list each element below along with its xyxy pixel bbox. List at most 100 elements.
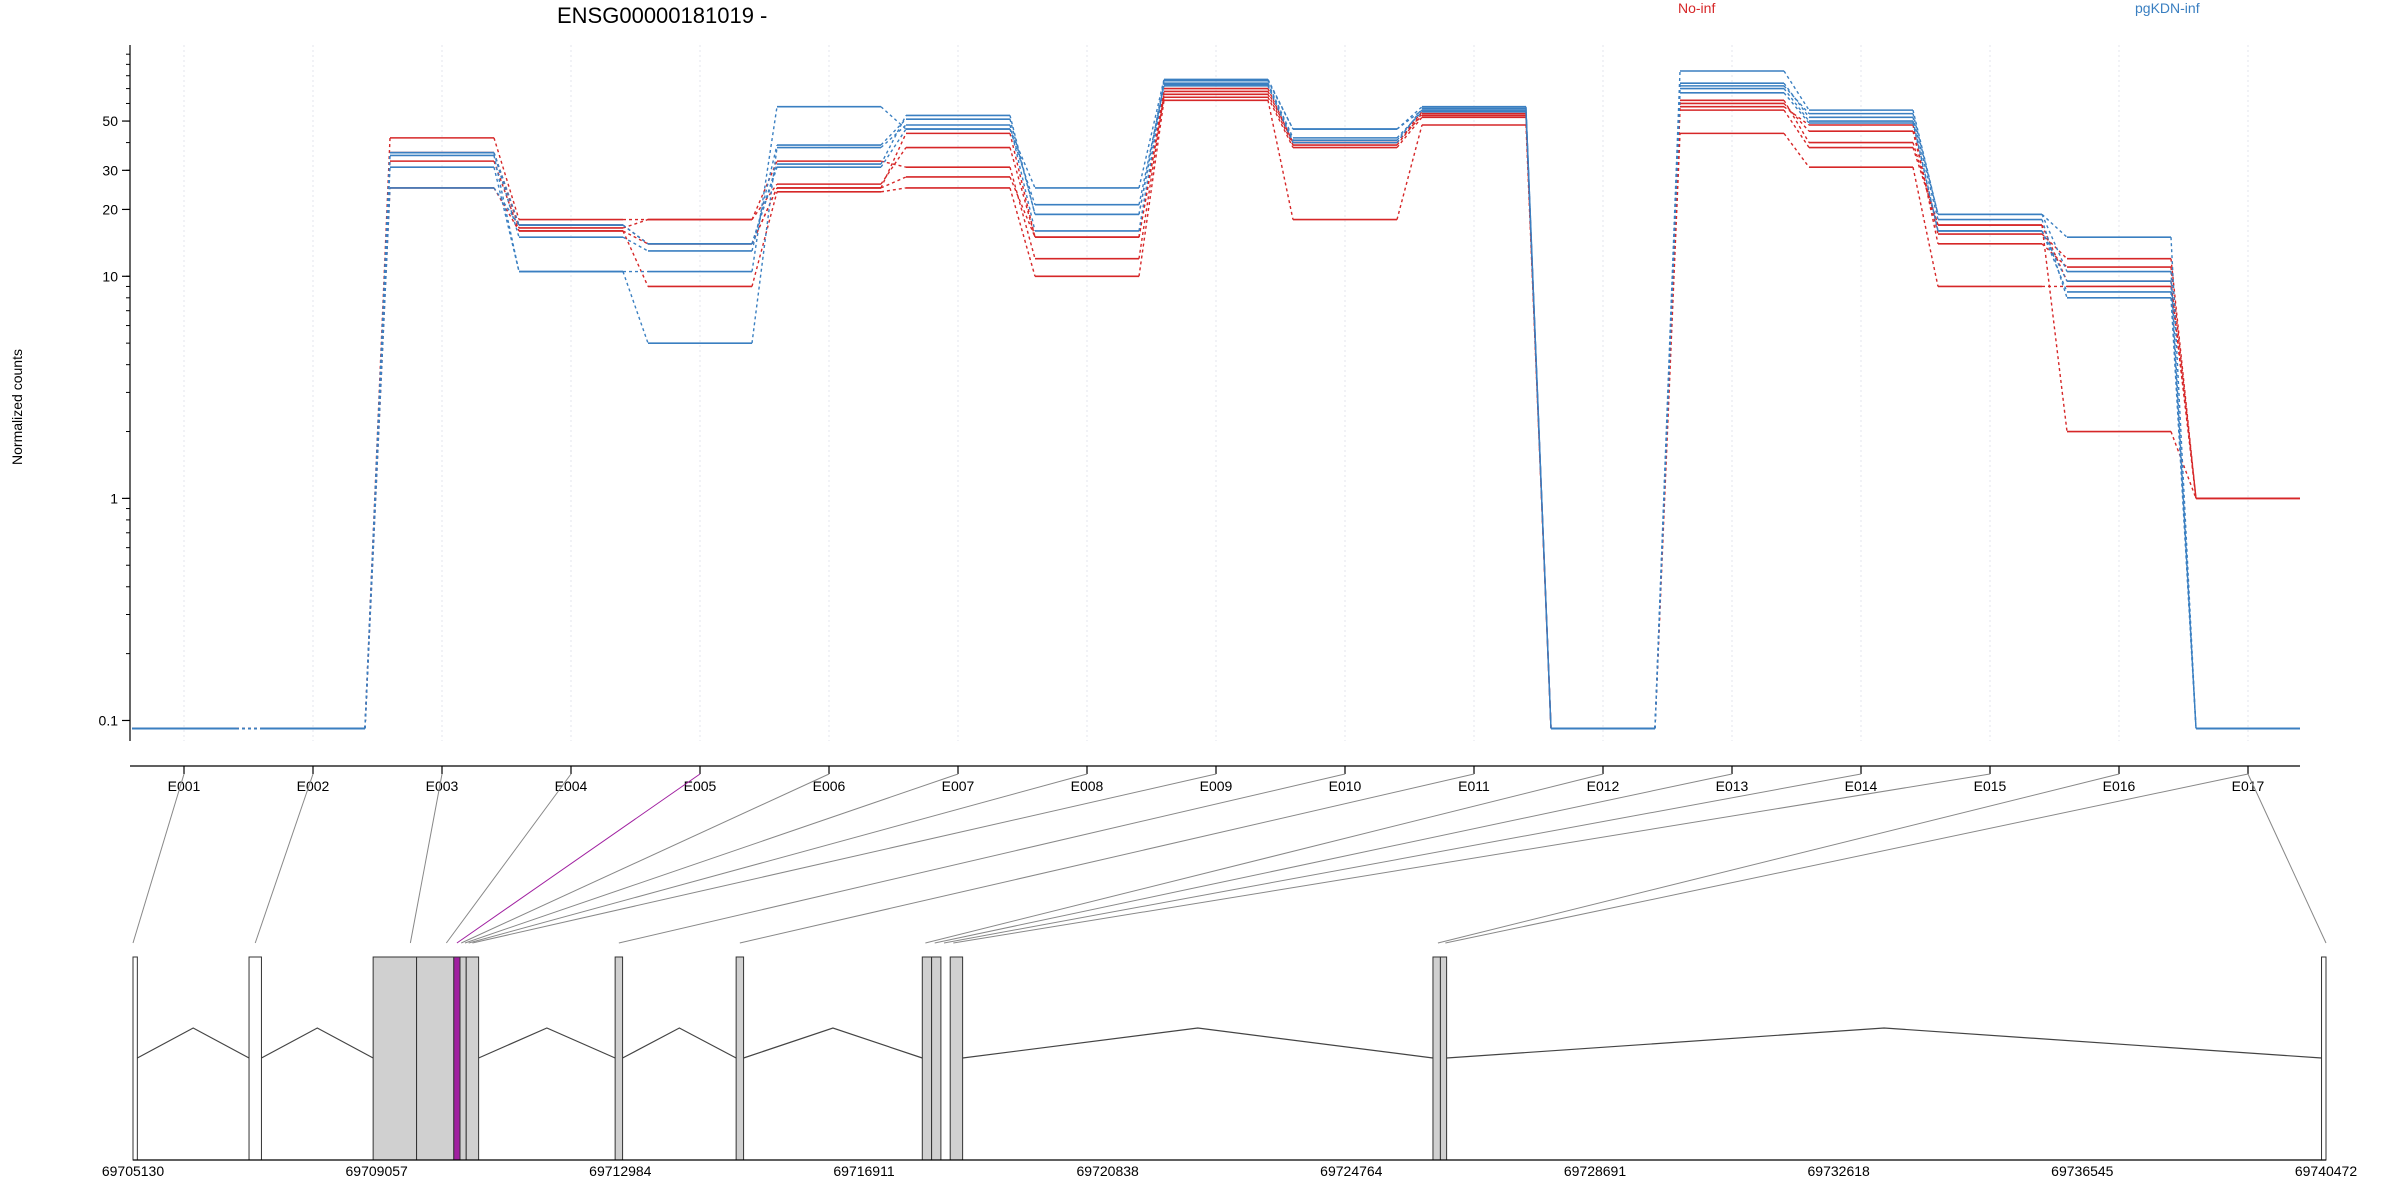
x-tick-label: E008 (1071, 778, 1104, 794)
x-tick-label: E017 (2232, 778, 2265, 794)
genome-coord-label: 69732618 (1808, 1163, 1871, 1179)
x-tick-label: E007 (942, 778, 975, 794)
series-connector (751, 144, 778, 252)
series-connector (622, 230, 649, 245)
series-connector (1783, 132, 1810, 168)
x-tick-label: E005 (684, 778, 717, 794)
genome-coord-label: 69720838 (1077, 1163, 1140, 1179)
exon-link (132, 773, 185, 944)
intron-line (1446, 1027, 2322, 1059)
series-connector (1912, 122, 1939, 232)
series-connector (1267, 84, 1294, 141)
exon-box (1432, 956, 1441, 1161)
y-tick-label: 50 (102, 113, 118, 129)
series-connector (622, 230, 649, 287)
exon-link (943, 773, 1862, 944)
series-connector (1009, 128, 1036, 205)
intron-line (137, 1027, 250, 1059)
series-connector (1138, 84, 1165, 215)
genome-coord-label: 69740472 (2295, 1163, 2358, 1179)
exon-box (416, 956, 455, 1161)
intron-line (962, 1027, 1434, 1059)
series-connector (2041, 219, 2068, 299)
y-tick-label: 30 (102, 162, 118, 178)
series-connector (2170, 281, 2197, 729)
series-connector (880, 106, 907, 130)
legend-pgkdn-inf: pgKDN-inf (2135, 0, 2200, 16)
series-connector (1912, 117, 1939, 220)
intron-line (261, 1027, 374, 1059)
series-connector (1138, 94, 1165, 259)
exon-link (409, 773, 443, 944)
series-connector (2041, 225, 2068, 432)
series-connector (1267, 88, 1294, 143)
series-connector (1396, 114, 1423, 144)
series-connector (880, 133, 907, 189)
series-connector (1138, 100, 1165, 277)
exon-link (456, 773, 701, 944)
series-connector (751, 106, 778, 272)
series-connector (1525, 110, 1552, 729)
series-connector (1138, 85, 1165, 205)
series-connector (2041, 213, 2068, 238)
exon-link (934, 773, 1733, 944)
series-no-inf-0 (132, 87, 2300, 730)
genome-coord-label: 69705130 (102, 1163, 165, 1179)
series-connector (1009, 115, 1036, 215)
series-connector (1009, 124, 1036, 232)
genome-coord-label: 69736545 (2051, 1163, 2114, 1179)
series-connector (1783, 106, 1810, 126)
exon-box (949, 956, 964, 1161)
series-connector (1783, 92, 1810, 124)
y-tick-label: 1 (110, 490, 118, 506)
series-connector (880, 147, 907, 185)
series-connector (1009, 176, 1036, 238)
exon-link (1437, 773, 2120, 944)
exon-link (953, 773, 1991, 944)
series-connector (1783, 109, 1810, 148)
x-tick-label: E013 (1716, 778, 1749, 794)
series-connector (2041, 230, 2068, 293)
y-tick-label: 20 (102, 201, 118, 217)
series-pgkdn-inf-7 (132, 85, 2300, 730)
series-connector (751, 163, 778, 245)
genome-coord-label: 69709057 (346, 1163, 409, 1179)
series-connector (880, 124, 907, 149)
series-connector (1912, 131, 1939, 235)
intron-line (478, 1027, 616, 1059)
series-connector (2170, 271, 2197, 729)
exon-link (739, 773, 1475, 944)
genome-coord-label: 69716911 (833, 1163, 894, 1179)
series-connector (751, 147, 778, 344)
exon-box (921, 956, 933, 1161)
exon-box (2321, 956, 2327, 1161)
exon-link-lines (132, 773, 2327, 944)
series-connector (2170, 297, 2197, 729)
series-connector (622, 236, 649, 252)
x-tick-label: E014 (1845, 778, 1878, 794)
series-connector (1267, 82, 1294, 139)
series-connector (1396, 116, 1423, 148)
exon-box (735, 956, 745, 1161)
exon-box (459, 956, 467, 1161)
x-tick-label: E010 (1329, 778, 1362, 794)
series-connector (1396, 109, 1423, 141)
series-connector (493, 152, 520, 238)
grid-lines (183, 45, 2249, 741)
series-connector (1267, 85, 1294, 143)
exon-link (461, 773, 830, 944)
series-connector (1783, 102, 1810, 132)
series-connector (1525, 111, 1552, 729)
series-connector (751, 187, 778, 245)
exon-box (1439, 956, 1448, 1161)
series-no-inf-3 (132, 99, 2300, 730)
series-connector (1525, 108, 1552, 729)
series-connector (1267, 96, 1294, 148)
exon-link (464, 773, 959, 944)
exon-box (614, 956, 624, 1161)
series-connector (751, 160, 778, 220)
x-tick-label: E016 (2103, 778, 2136, 794)
x-tick-label: E002 (297, 778, 330, 794)
series-connector (622, 224, 649, 245)
series-connector (880, 160, 907, 168)
